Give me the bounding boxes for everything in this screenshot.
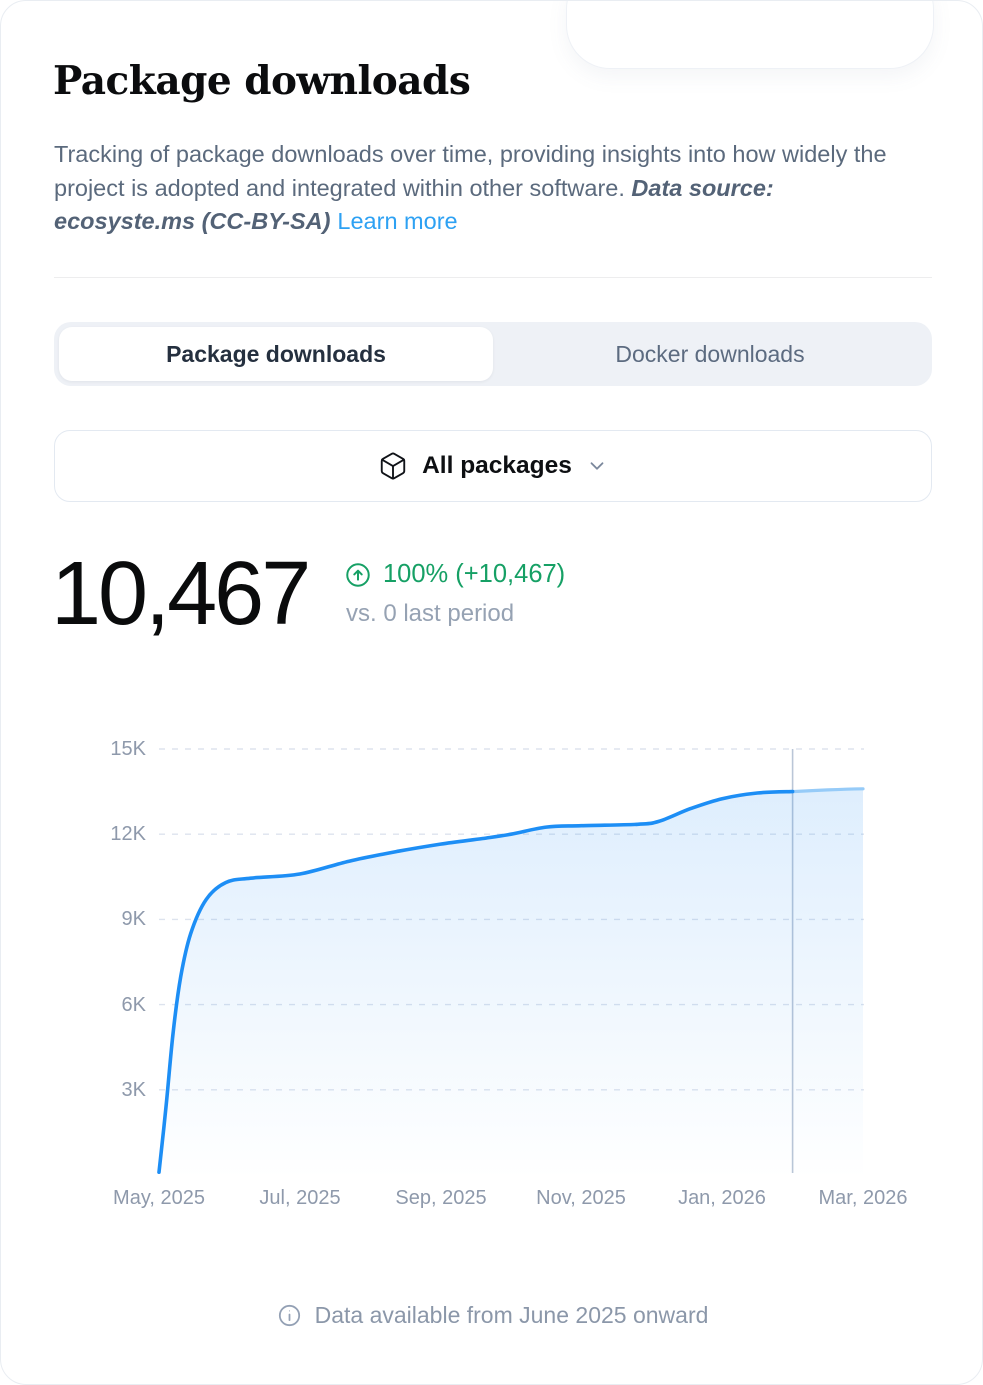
x-axis-tick-label: Jul, 2025: [259, 1187, 341, 1209]
x-axis-tick-label: Jan, 2026: [678, 1187, 766, 1209]
chart-projection-line: [791, 787, 865, 794]
downloads-chart[interactable]: 15K 12K 9K 6K 3K May, 2025 Jul, 2025 Sep, 2025 N…: [1, 731, 983, 1251]
comparison-text: vs. 0 last period: [346, 600, 515, 627]
chart-series-line: [157, 789, 795, 1174]
footer-note-text: Data available from June 2025 onward: [314, 1302, 709, 1328]
x-axis-tick-label: Nov, 2025: [536, 1187, 626, 1209]
chart-canvas[interactable]: [1, 731, 983, 1251]
package-selector-label: All packages: [422, 452, 572, 479]
y-axis-tick-label: 12K: [110, 823, 146, 845]
y-axis-tick-label: 9K: [121, 908, 146, 930]
divider: [54, 277, 932, 278]
package-cube-icon: [380, 452, 406, 480]
learn-more-link[interactable]: Learn more: [337, 208, 458, 234]
chart-area-fill: [159, 788, 863, 1175]
chevron-down-icon: [590, 462, 604, 470]
x-axis-tick-label: Sep, 2025: [395, 1187, 487, 1209]
y-axis-tick-label: 15K: [110, 738, 146, 760]
footer-note: Data available from June 2025 onward: [1, 1302, 982, 1329]
change-value: 100% (+10,467): [383, 560, 566, 588]
arrow-up-circle-icon: [346, 562, 370, 587]
description-source: Data source: ecosyste.ms (CC-BY-SA): [54, 174, 774, 235]
x-axis-tick-label: May, 2025: [113, 1187, 205, 1209]
y-axis-tick-label: 6K: [121, 994, 146, 1016]
description-text: Tracking of package downloads over time,…: [54, 141, 887, 201]
change-row: 100% (+10,467): [344, 560, 565, 589]
y-axis-tick-label: 3K: [121, 1079, 146, 1101]
info-icon: [278, 1304, 300, 1327]
tab-docker-downloads[interactable]: Docker downloads: [615, 340, 805, 367]
floating-toolbar-pill: [566, 1, 934, 69]
total-downloads-value: 10,467: [51, 544, 311, 644]
tab-bar: Package downloads Docker downloads: [54, 322, 932, 386]
page-title: Package downloads: [53, 58, 471, 104]
description: Tracking of package downloads over time,…: [54, 138, 906, 239]
x-axis-tick-label: Mar, 2026: [818, 1187, 908, 1209]
package-selector-dropdown[interactable]: All packages: [54, 430, 932, 502]
tab-package-downloads[interactable]: Package downloads: [59, 327, 493, 381]
